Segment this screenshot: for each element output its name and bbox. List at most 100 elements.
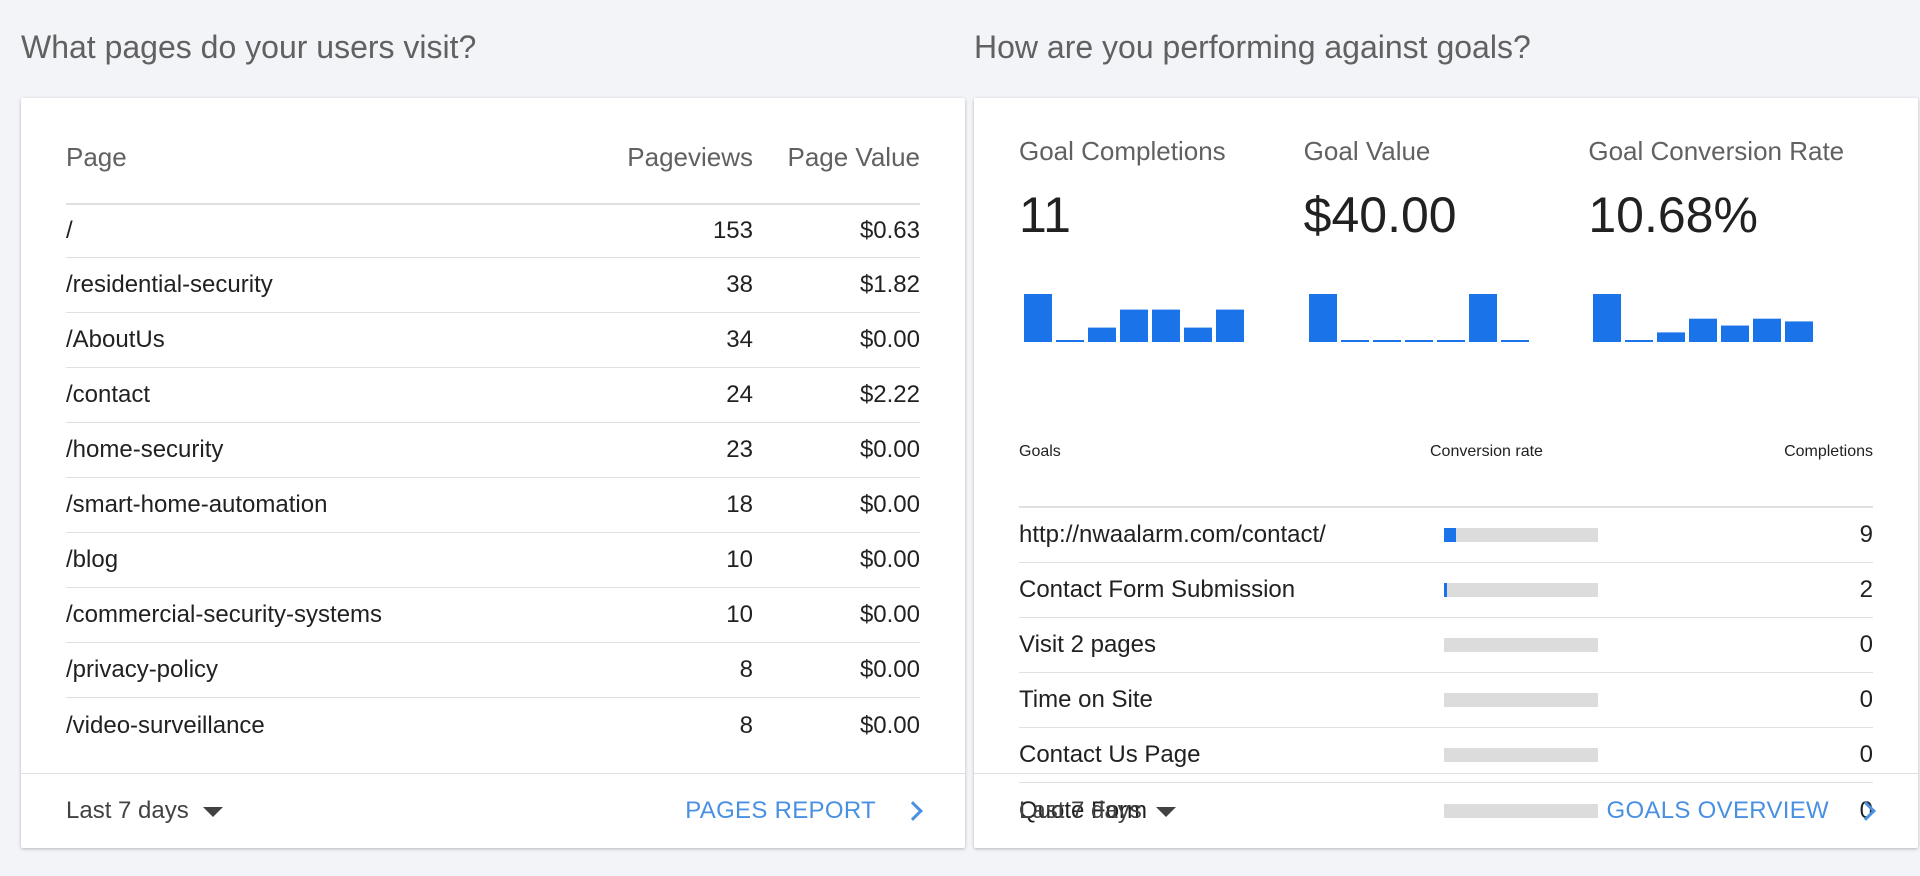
sparkline-bar (1689, 318, 1718, 342)
pageviews-value: 18 (726, 491, 753, 518)
rate-bar-track (1444, 638, 1598, 652)
table-row[interactable]: Contact Us Page 0 (1019, 728, 1873, 783)
table-row[interactable]: /AboutUs 34 $0.00 (66, 313, 920, 368)
goal-metric: Goal Completions 11 (1019, 98, 1304, 396)
date-range-label: Last 7 days (1019, 797, 1142, 824)
conversion-rate-bar (1430, 583, 1643, 597)
goals-overview-label: GOALS OVERVIEW (1606, 797, 1829, 824)
pageviews-value: 38 (726, 271, 753, 298)
table-row[interactable]: Time on Site 0 (1019, 673, 1873, 728)
rate-bar-fill (1444, 528, 1457, 542)
table-row[interactable]: /privacy-policy 8 $0.00 (66, 643, 920, 698)
goals-date-range-dropdown[interactable]: Last 7 days (1019, 797, 1176, 825)
column-header-completions: Completions (1784, 443, 1873, 460)
conversion-rate-bar (1430, 803, 1643, 818)
pageviews-value: 24 (726, 381, 753, 408)
page-value: $0.00 (859, 546, 920, 573)
table-row[interactable]: /home-security 23 $0.00 (66, 423, 920, 478)
sparkline-bar (1500, 340, 1529, 342)
table-row[interactable]: http://nwaalarm.com/contact/9 (1019, 508, 1873, 563)
table-row[interactable]: /smart-home-automation 18 $0.00 (66, 478, 920, 533)
goal-metric: Goal Conversion Rate 10.68% (1588, 98, 1873, 396)
completions-value: 0 (1859, 686, 1873, 713)
pages-section-title: What pages do your users visit? (21, 29, 477, 65)
pages-report-link[interactable]: PAGES REPORT (685, 797, 923, 825)
pageviews-value: 23 (726, 436, 753, 463)
pages-card-footer: Last 7 days PAGES REPORT (21, 773, 965, 848)
table-row[interactable]: Visit 2 pages 0 (1019, 618, 1873, 673)
page-path: / (66, 217, 73, 244)
sparkline-bar (1721, 325, 1750, 342)
page-path: /AboutUs (66, 326, 165, 353)
table-row[interactable]: /residential-security 38 $1.82 (66, 258, 920, 313)
table-row[interactable]: /blog 10 $0.00 (66, 533, 920, 588)
sparkline-bar (1308, 294, 1337, 342)
rate-bar-track (1444, 693, 1598, 707)
goal-metric: Goal Value $40.00 (1304, 98, 1589, 396)
table-row[interactable]: / 153 $0.63 (66, 205, 920, 258)
sparkline-bar (1024, 294, 1052, 342)
conversion-rate-bar (1430, 748, 1643, 762)
table-row[interactable]: /contact 24 $2.22 (66, 368, 920, 423)
rate-bar-track (1444, 748, 1598, 762)
page-value: $1.82 (859, 271, 920, 298)
page-value: $0.63 (859, 217, 920, 244)
metric-label: Goal Value (1303, 136, 1431, 166)
pages-table-header: Page Pageviews Page Value (66, 98, 920, 205)
sparkline-bar (1404, 340, 1433, 342)
goal-name: Contact Form Submission (1019, 576, 1296, 603)
table-row[interactable]: Quote Form 0 (1019, 783, 1873, 838)
pages-date-range-dropdown[interactable]: Last 7 days (66, 797, 223, 825)
completions-value: 0 (1859, 741, 1873, 768)
goals-table-header: Goals Conversion rate Completions (1019, 396, 1873, 508)
page-path: /video-surveillance (66, 711, 265, 739)
sparkline-bar (1056, 340, 1084, 342)
chevron-right-icon (903, 801, 923, 821)
sparkline-bar (1593, 294, 1622, 342)
pages-report-label: PAGES REPORT (685, 797, 876, 824)
table-row[interactable]: /video-surveillance 8 $0.00 (66, 698, 920, 753)
pages-card: Page Pageviews Page Value / 153 $0.63/resi… (21, 98, 965, 848)
goal-name: Time on Site (1019, 686, 1153, 713)
conversion-rate-bar (1430, 528, 1643, 542)
goal-metrics: Goal Completions 11 Goal Value $40.00 Goal C… (1019, 98, 1873, 396)
sparkline-bar (1184, 327, 1212, 342)
page-value: $0.00 (859, 656, 920, 683)
sparkline-bar (1340, 340, 1369, 342)
goals-overview-link[interactable]: GOALS OVERVIEW (1606, 797, 1876, 825)
column-header-goals: Goals (1019, 443, 1061, 460)
sparkline-bar (1657, 332, 1686, 342)
metric-value: 10.68% (1588, 187, 1758, 243)
page-path: /contact (66, 381, 151, 408)
table-row[interactable]: Contact Form Submission 2 (1019, 563, 1873, 618)
page-path: /blog (66, 546, 119, 573)
page-path: /smart-home-automation (66, 491, 328, 518)
caret-down-icon (1155, 807, 1176, 817)
sparkline-bar (1088, 327, 1116, 342)
sparkline-bar (1468, 294, 1497, 342)
goals-section: How are you performing against goals? Go… (974, 0, 1918, 848)
page-value: $0.00 (859, 601, 920, 628)
metric-value: $40.00 (1303, 187, 1457, 243)
page-path: /commercial-security-systems (66, 601, 383, 628)
rate-bar-track (1444, 528, 1598, 542)
rate-bar-track (1444, 803, 1598, 818)
completions-value: 9 (1859, 521, 1873, 548)
conversion-rate-bar (1430, 693, 1643, 707)
goal-name: Contact Us Page (1019, 741, 1201, 768)
sparkline-bar (1372, 340, 1401, 342)
goal-name: http://nwaalarm.com/contact/ (1019, 521, 1326, 548)
column-header-page-value: Page Value (787, 142, 920, 172)
rate-bar-fill (1444, 583, 1448, 597)
pageviews-value: 8 (739, 711, 753, 739)
goals-card-footer: Last 7 days GOALS OVERVIEW (974, 773, 1918, 848)
goal-name: Quote Form (1019, 796, 1148, 824)
pages-table-body: / 153 $0.63/residential-security 38 $1.82/Ab… (66, 205, 920, 753)
sparkline-bar (1625, 340, 1654, 342)
page-value: $2.22 (859, 381, 920, 408)
sparkline-bar (1436, 340, 1465, 342)
sparkline-bar (1152, 309, 1180, 342)
table-row[interactable]: /commercial-security-systems 10 $0.00 (66, 588, 920, 643)
page-path: /privacy-policy (66, 656, 219, 683)
pages-section: What pages do your users visit? Page Pag… (21, 0, 965, 848)
